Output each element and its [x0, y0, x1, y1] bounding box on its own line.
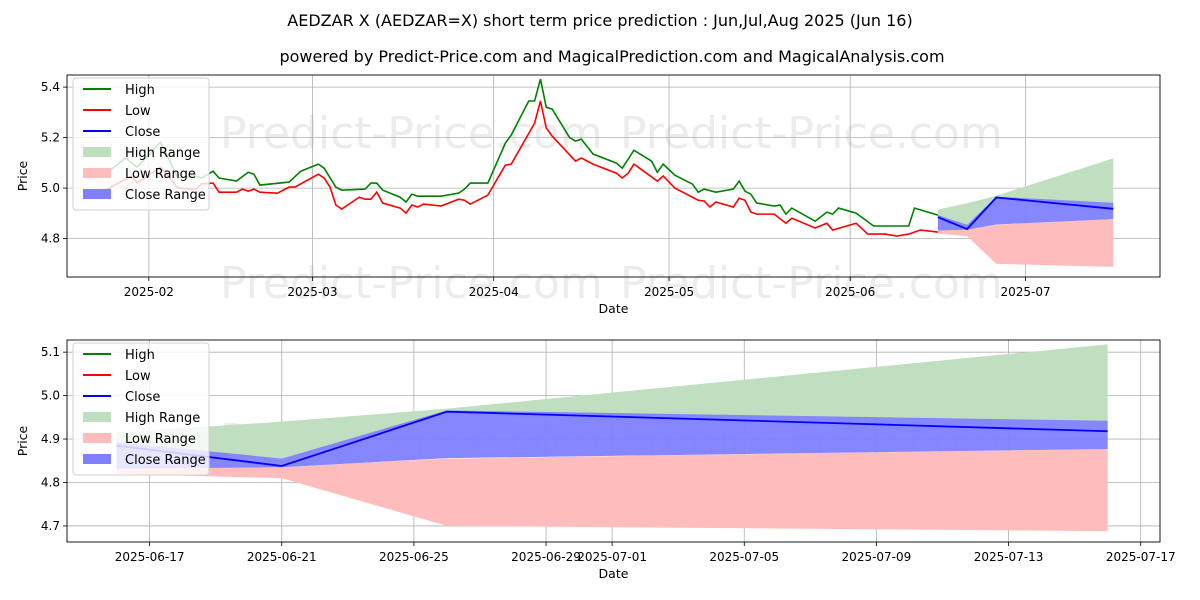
y-tick-label: 4.8	[41, 475, 60, 489]
y-tick-label: 5.2	[41, 131, 60, 145]
legend-label: Close	[125, 390, 160, 405]
plot-area	[116, 344, 1108, 532]
y-tick-label: 5.4	[41, 80, 60, 94]
legend-patch-swatch	[83, 168, 111, 178]
low-line	[101, 100, 938, 237]
x-tick-label: 2025-06	[825, 285, 875, 299]
x-tick-label: 2025-06-29	[511, 550, 581, 564]
high-range-band	[937, 158, 1114, 225]
watermark-text: Predict-Price.com	[620, 258, 1003, 309]
x-tick-label: 2025-07-09	[842, 550, 912, 564]
chart-panel-2: Predict-Price.comPredict-Price.com2025-0…	[15, 339, 1176, 581]
watermark-text: Predict-Price.com	[220, 108, 603, 159]
legend-label: Low	[125, 104, 151, 119]
chart-panel-1: Predict-Price.com Predict-Price.com Predic…	[15, 74, 1161, 316]
x-axis-label: Date	[599, 566, 629, 581]
plot-area	[101, 78, 1114, 267]
x-tick-label: 2025-07	[1000, 285, 1050, 299]
legend-patch-swatch	[83, 454, 111, 464]
x-tick-label: 2025-03	[287, 285, 337, 299]
x-tick-label: 2025-07-17	[1106, 550, 1176, 564]
legend-label: Low Range	[125, 167, 196, 182]
legend-label: High Range	[125, 411, 200, 426]
y-tick-label: 5.0	[41, 181, 60, 195]
legend: High Low Close High Range Low Range Close Ran…	[72, 77, 210, 211]
x-tick-label: 2025-07-05	[709, 550, 779, 564]
legend-label: Close	[125, 125, 160, 140]
x-tick-label: 2025-06-21	[247, 550, 317, 564]
x-tick-label: 2025-07-01	[577, 550, 647, 564]
legend-label: Close Range	[125, 453, 206, 468]
y-tick-label: 4.7	[41, 519, 60, 533]
watermark-text: Predict-Price.com	[620, 108, 1003, 159]
legend-label: Low Range	[125, 432, 196, 447]
x-tick-label: 2025-04	[469, 285, 519, 299]
axes-frame	[66, 74, 1161, 278]
legend-label: Low	[125, 369, 151, 384]
close-range-band	[116, 410, 1108, 469]
legend-label: High	[125, 83, 155, 98]
high-range-band	[116, 344, 1108, 459]
legend-patch-swatch	[83, 189, 111, 199]
legend-patch-swatch	[83, 412, 111, 422]
y-axis-label: Price	[15, 425, 30, 456]
chart-subtitle: powered by Predict-Price.com and Magical…	[279, 47, 944, 66]
low-range-band	[116, 449, 1108, 532]
y-tick-label: 4.9	[41, 432, 60, 446]
x-tick-label: 2025-07-13	[974, 550, 1044, 564]
x-tick-label: 2025-06-17	[115, 550, 185, 564]
x-tick-label: 2025-02	[124, 285, 174, 299]
y-tick-label: 5.0	[41, 389, 60, 403]
watermark-text: Predict-Price.com	[220, 258, 603, 309]
chart-title: AEDZAR X (AEDZAR=X) short term price pre…	[287, 11, 912, 30]
legend-label: High	[125, 348, 155, 363]
legend: High Low Close High Range Low Range Close Ran…	[72, 342, 210, 476]
y-axis-label: Price	[15, 160, 30, 191]
x-tick-label: 2025-06-25	[379, 550, 449, 564]
axes-frame	[66, 339, 1161, 543]
x-axis-label: Date	[599, 301, 629, 316]
legend-label: Close Range	[125, 188, 206, 203]
close-line	[937, 196, 1114, 231]
x-tick-label: 2025-05	[644, 285, 694, 299]
legend-patch-swatch	[83, 433, 111, 443]
high-line	[101, 78, 939, 227]
low-range-band	[937, 219, 1114, 267]
legend-label: High Range	[125, 146, 200, 161]
y-tick-label: 5.1	[41, 345, 60, 359]
y-tick-label: 4.8	[41, 232, 60, 246]
legend-patch-swatch	[83, 147, 111, 157]
